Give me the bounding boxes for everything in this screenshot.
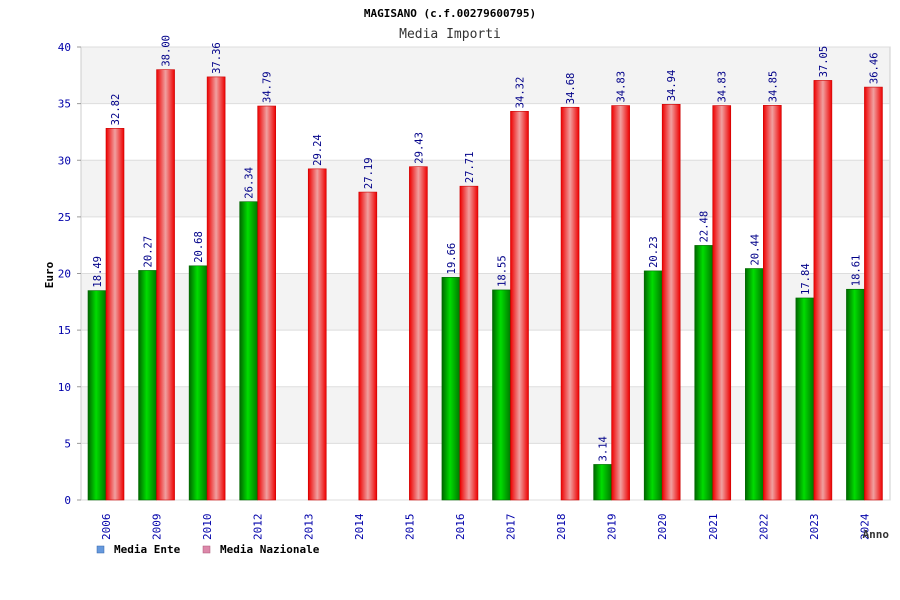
x-tick-label: 2006 xyxy=(100,514,113,541)
x-tick-label: 2010 xyxy=(201,514,214,541)
bar-media-nazionale xyxy=(864,86,883,501)
legend-swatch-media-ente xyxy=(96,545,105,554)
x-tick-label: 2017 xyxy=(505,514,518,541)
y-axis-label: Euro xyxy=(43,261,56,288)
x-tick-label: 2019 xyxy=(606,514,619,541)
x-tick-label: 2014 xyxy=(353,513,366,540)
data-label-media-nazionale: 29.24 xyxy=(312,134,324,166)
bar-media-nazionale xyxy=(459,185,479,501)
data-label-media-ente: 18.49 xyxy=(92,256,104,288)
y-tick-label: 30 xyxy=(58,154,71,167)
x-tick-label: 2021 xyxy=(707,514,720,541)
bar-media-ente xyxy=(846,288,865,501)
bar-media-nazionale xyxy=(560,106,580,501)
bar-media-nazionale xyxy=(257,105,276,501)
x-axis-label: Anno xyxy=(863,528,890,541)
bars xyxy=(87,69,883,501)
bar-media-nazionale xyxy=(358,191,378,501)
data-label-media-ente: 20.68 xyxy=(193,231,205,263)
data-label-media-nazionale: 34.94 xyxy=(666,70,678,102)
y-tick-label: 15 xyxy=(58,324,71,337)
data-label-media-ente: 17.84 xyxy=(800,263,812,295)
data-label-media-nazionale: 36.46 xyxy=(868,52,880,84)
chart-subtitle: Media Importi xyxy=(399,27,501,42)
legend-swatch-media-nazionale xyxy=(202,545,211,554)
data-label-media-nazionale: 37.05 xyxy=(818,46,830,78)
y-tick-label: 40 xyxy=(58,41,71,54)
bar-media-ente xyxy=(593,464,612,501)
bar-media-ente xyxy=(441,277,461,501)
bar-media-nazionale xyxy=(510,111,529,501)
bar-media-ente xyxy=(188,265,208,501)
data-label-media-ente: 3.14 xyxy=(598,436,610,461)
bar-media-nazionale xyxy=(611,105,630,501)
bar-media-nazionale xyxy=(156,69,175,501)
bar-media-ente xyxy=(694,245,714,501)
y-tick-label: 20 xyxy=(58,268,71,281)
legend-label-media-ente: Media Ente xyxy=(114,543,181,556)
bar-media-nazionale xyxy=(813,80,833,501)
bar-media-ente xyxy=(87,290,107,501)
bar-media-ente xyxy=(492,289,511,501)
data-label-media-nazionale: 34.32 xyxy=(515,77,527,109)
data-label-media-nazionale: 27.71 xyxy=(464,152,476,184)
data-label-media-ente: 20.27 xyxy=(143,236,155,268)
data-label-media-nazionale: 34.83 xyxy=(717,71,729,103)
data-label-media-ente: 18.55 xyxy=(497,255,509,287)
x-tick-label: 2013 xyxy=(302,514,315,541)
x-axis-ticks: 2006 2009 2010 2012 2013 2014 2015 2016 2017 2018… xyxy=(100,513,871,540)
bar-media-nazionale xyxy=(661,104,681,501)
x-tick-label: 2012 xyxy=(252,514,265,541)
x-tick-label: 2018 xyxy=(555,514,568,541)
data-label-media-nazionale: 38.00 xyxy=(161,35,173,67)
y-tick-label: 0 xyxy=(64,494,71,507)
data-label-media-nazionale: 29.43 xyxy=(413,132,425,164)
data-label-media-ente: 19.66 xyxy=(446,243,458,275)
y-axis-ticks: 0 5 10 15 20 25 30 35 40 xyxy=(58,41,81,507)
data-label-media-ente: 26.34 xyxy=(244,167,256,199)
data-label-media-ente: 20.44 xyxy=(749,234,761,266)
data-label-media-nazionale: 34.83 xyxy=(616,71,628,103)
legend-label-media-nazionale: Media Nazionale xyxy=(220,543,320,556)
data-label-media-nazionale: 37.36 xyxy=(211,42,223,74)
bar-media-ente xyxy=(795,297,815,501)
bar-media-ente xyxy=(239,201,258,501)
x-tick-label: 2015 xyxy=(403,514,416,541)
bar-media-ente xyxy=(745,268,764,501)
data-label-media-nazionale: 34.85 xyxy=(767,71,779,103)
bar-media-ente xyxy=(138,270,157,501)
data-label-media-nazionale: 27.19 xyxy=(363,157,375,189)
x-tick-label: 2009 xyxy=(151,514,164,541)
data-label-media-ente: 20.23 xyxy=(648,236,660,268)
bar-media-nazionale xyxy=(105,128,125,501)
x-tick-label: 2016 xyxy=(454,514,467,541)
legend: Media Ente Media Nazionale xyxy=(96,543,320,556)
data-label-media-ente: 18.61 xyxy=(850,255,862,287)
x-tick-label: 2020 xyxy=(656,514,669,541)
data-label-media-ente: 22.48 xyxy=(699,211,711,243)
bar-media-ente xyxy=(643,270,663,501)
bar-media-nazionale xyxy=(206,76,226,501)
bar-media-nazionale xyxy=(409,166,428,501)
y-tick-label: 35 xyxy=(58,98,71,111)
x-tick-label: 2024 xyxy=(858,513,871,540)
x-tick-label: 2023 xyxy=(808,514,821,541)
data-label-media-nazionale: 32.82 xyxy=(110,94,122,126)
x-tick-label: 2022 xyxy=(757,514,770,541)
bar-media-nazionale xyxy=(712,105,732,501)
chart-title: MAGISANO (c.f.00279600795) xyxy=(364,7,536,20)
y-tick-label: 10 xyxy=(58,381,71,394)
data-label-media-nazionale: 34.79 xyxy=(262,71,274,103)
bar-media-nazionale xyxy=(763,105,782,501)
y-tick-label: 25 xyxy=(58,211,71,224)
bar-labels: 18.49 32.82 20.27 38.00 20.68 37.36 26.34 34.79… xyxy=(92,35,880,461)
bar-media-nazionale xyxy=(307,168,327,501)
data-label-media-nazionale: 34.68 xyxy=(565,73,577,105)
y-tick-label: 5 xyxy=(64,437,71,450)
